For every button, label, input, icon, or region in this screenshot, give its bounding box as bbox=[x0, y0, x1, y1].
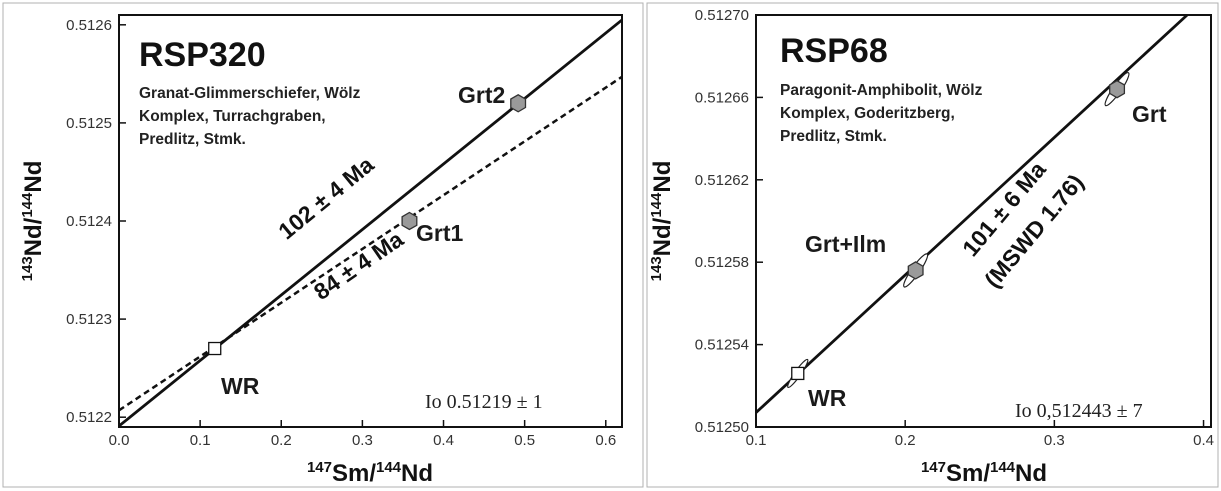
left-panel-frame bbox=[2, 2, 644, 488]
data-points bbox=[791, 79, 1126, 381]
y-tick-label: 0.5125 bbox=[66, 115, 112, 132]
initial-ratio-label: Io 0,512443 ± 7 bbox=[1015, 400, 1143, 422]
isochron-line-solid bbox=[118, 18, 623, 428]
point-label-grt: Grt bbox=[1132, 101, 1167, 127]
chart-title: RSP320 bbox=[139, 36, 266, 74]
point-label-grt-ilm: Grt+Ilm bbox=[805, 231, 886, 257]
x-tick-label: 0.5 bbox=[514, 432, 535, 449]
chart-title: RSP68 bbox=[780, 32, 888, 70]
x-axis-title: 147Sm/144Nd bbox=[307, 459, 433, 487]
point-label-wr: WR bbox=[221, 373, 260, 399]
isochron-line-solid bbox=[755, 13, 1189, 414]
data-point-square bbox=[208, 341, 222, 356]
x-axis-title: 147Sm/144Nd bbox=[921, 459, 1047, 487]
x-tick-label: 0.6 bbox=[595, 432, 616, 449]
data-point-hexagon bbox=[907, 261, 924, 280]
isochron-lines bbox=[118, 18, 623, 428]
x-ticks: 0.1 0.2 0.3 0.4 bbox=[746, 420, 1214, 449]
data-point-hexagon bbox=[401, 211, 418, 231]
x-tick-label: 0.1 bbox=[746, 432, 767, 449]
isochron-label-dashed: 84 ± 4 Ma bbox=[309, 226, 408, 305]
y-tick-label: 0.5122 bbox=[66, 409, 112, 426]
subtitle-line-2: Komplex, Turrachgraben, bbox=[139, 108, 326, 125]
x-tick-label: 0.4 bbox=[433, 432, 454, 449]
x-tick-label: 0.0 bbox=[109, 432, 130, 449]
y-tick-label: 0.51250 bbox=[695, 419, 749, 436]
subtitle-line-1: Granat-Glimmerschiefer, Wölz bbox=[139, 85, 361, 102]
data-point-square bbox=[791, 366, 805, 381]
x-tick-label: 0.4 bbox=[1193, 432, 1214, 449]
x-tick-label: 0.1 bbox=[190, 432, 211, 449]
y-ticks: 0.51250 0.51254 0.51258 0.51262 0.51266 0.512… bbox=[695, 7, 763, 436]
y-tick-label: 0.5123 bbox=[66, 311, 112, 328]
x-tick-label: 0.3 bbox=[352, 432, 373, 449]
y-axis-title: 143Nd/144Nd bbox=[19, 161, 47, 282]
chart-rsp320: 0.0 0.1 0.2 0.3 0.4 0.5 0.6 0.5122 0.5123 0.5124… bbox=[19, 14, 623, 487]
y-tick-label: 0.5124 bbox=[66, 213, 112, 230]
data-points bbox=[208, 94, 527, 356]
isochron-lines bbox=[755, 13, 1189, 414]
y-tick-label: 0.5126 bbox=[66, 17, 112, 34]
point-label-grt1: Grt1 bbox=[416, 220, 464, 246]
subtitle-line-3: Predlitz, Stmk. bbox=[139, 131, 246, 148]
data-point-hexagon bbox=[510, 94, 527, 113]
right-panel-frame bbox=[646, 2, 1219, 488]
x-tick-label: 0.2 bbox=[895, 432, 916, 449]
y-tick-label: 0.51258 bbox=[695, 254, 749, 271]
subtitle-line-3: Predlitz, Stmk. bbox=[780, 128, 887, 145]
plot-area bbox=[755, 14, 1212, 428]
y-tick-label: 0.51266 bbox=[695, 89, 749, 106]
data-point-hexagon bbox=[1109, 79, 1126, 99]
point-label-grt2: Grt2 bbox=[458, 82, 505, 108]
x-ticks: 0.0 0.1 0.2 0.3 0.4 0.5 0.6 bbox=[109, 420, 616, 449]
y-axis-title: 143Nd/144Nd bbox=[648, 161, 676, 282]
initial-ratio-label: Io 0.51219 ± 1 bbox=[425, 391, 543, 413]
x-tick-label: 0.3 bbox=[1044, 432, 1065, 449]
subtitle-line-2: Komplex, Goderitzberg, bbox=[780, 105, 955, 122]
y-tick-label: 0.51270 bbox=[695, 7, 749, 24]
y-ticks: 0.5122 0.5123 0.5124 0.5125 0.5126 bbox=[66, 17, 126, 426]
x-tick-label: 0.2 bbox=[271, 432, 292, 449]
chart-rsp68: 0.1 0.2 0.3 0.4 0.51250 0.51254 0.51258 0.5126… bbox=[648, 7, 1214, 487]
point-label-wr: WR bbox=[808, 385, 847, 411]
y-tick-label: 0.51254 bbox=[695, 337, 749, 354]
y-tick-label: 0.51262 bbox=[695, 172, 749, 189]
isochron-line-dashed bbox=[118, 75, 623, 412]
subtitle-line-1: Paragonit-Amphibolit, Wölz bbox=[780, 82, 983, 99]
